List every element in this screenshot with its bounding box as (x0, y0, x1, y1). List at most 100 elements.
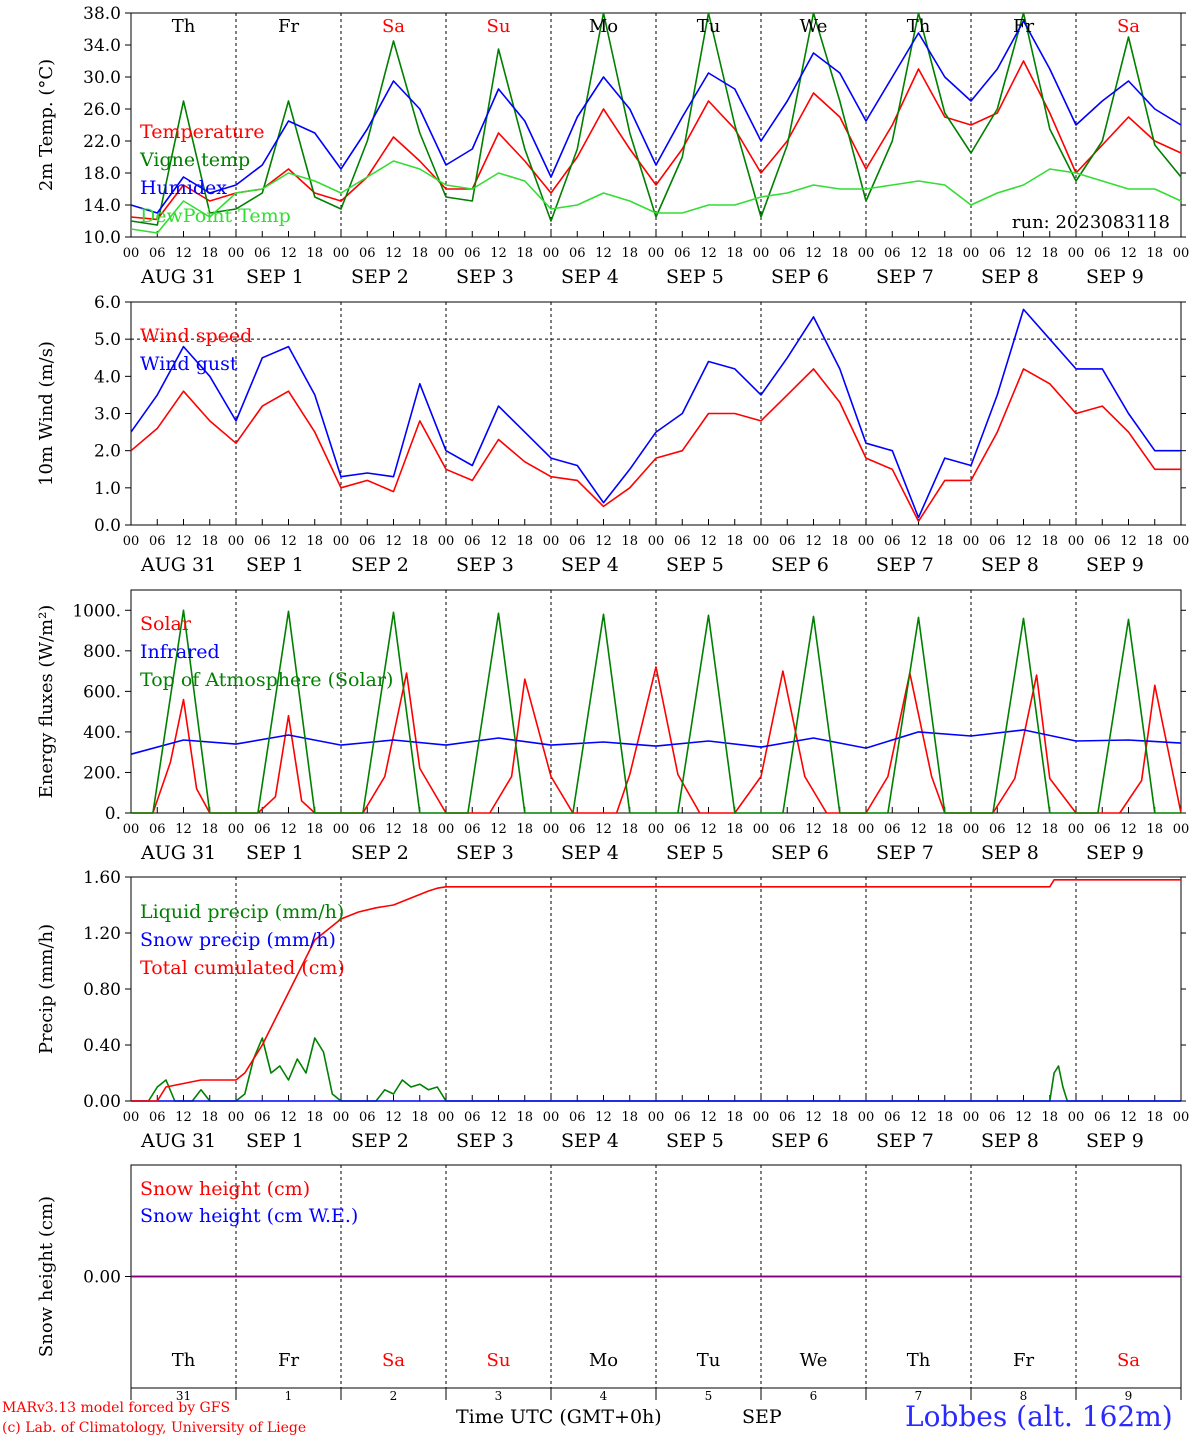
y-tick-label: 3.0 (94, 405, 121, 425)
hour-label: 12 (175, 534, 192, 549)
hour-label: 12 (385, 1110, 402, 1125)
date-label: SEP 2 (351, 554, 409, 576)
weekday-label: Sa (382, 16, 405, 37)
date-label: SEP 4 (561, 842, 619, 864)
weekday-label: Tu (697, 16, 721, 37)
series-line (131, 609, 1181, 814)
hour-label: 12 (1015, 246, 1032, 261)
hour-label: 18 (831, 1110, 848, 1125)
weekday-label: Su (487, 16, 511, 37)
y-tick-label: 200. (83, 763, 121, 783)
hour-label: 12 (280, 1110, 297, 1125)
hour-label: 00 (753, 534, 770, 549)
date-label: AUG 31 (140, 266, 216, 288)
hour-label: 06 (569, 246, 586, 261)
day-number-label: 9 (1125, 1389, 1133, 1403)
hour-label: 00 (1173, 534, 1190, 549)
day-number-label: 6 (810, 1389, 818, 1403)
hour-label: 12 (385, 534, 402, 549)
date-label: SEP 5 (666, 1130, 724, 1152)
hour-label: 00 (228, 1110, 245, 1125)
hour-label: 00 (333, 1110, 350, 1125)
hour-label: 18 (1146, 246, 1163, 261)
legend-entry: Solar (140, 613, 192, 635)
day-number-label: 2 (390, 1389, 398, 1403)
legend-entry: Wind speed (140, 325, 252, 347)
hour-label: 06 (464, 534, 481, 549)
hour-label: 06 (1094, 246, 1111, 261)
plot-frame (130, 301, 1182, 526)
hour-label: 06 (359, 1110, 376, 1125)
date-label: SEP 2 (351, 1130, 409, 1152)
day-number-label: 8 (1020, 1389, 1028, 1403)
hour-label: 18 (936, 246, 953, 261)
hour-label: 12 (175, 246, 192, 261)
hour-label: 06 (149, 1110, 166, 1125)
hour-label: 18 (306, 246, 323, 261)
date-label: SEP 1 (246, 554, 304, 576)
weekday-label: Sa (382, 1350, 405, 1371)
y-tick-label: 6.0 (94, 293, 121, 313)
date-label: SEP 4 (561, 554, 619, 576)
date-label: SEP 5 (666, 266, 724, 288)
y-tick-label: 0.0 (94, 516, 121, 536)
hour-label: 00 (648, 246, 665, 261)
hour-label: 06 (464, 822, 481, 837)
hour-label: 00 (438, 534, 455, 549)
weekday-label: We (800, 16, 828, 37)
hour-label: 00 (333, 246, 350, 261)
hour-label: 00 (543, 246, 560, 261)
day-number-label: 1 (285, 1389, 293, 1403)
hour-label: 18 (411, 246, 428, 261)
date-label: SEP 3 (456, 1130, 514, 1152)
date-label: SEP 7 (876, 266, 934, 288)
hour-label: 00 (438, 246, 455, 261)
weekday-label: Th (172, 16, 196, 37)
series-line (130, 60, 1182, 221)
y-tick-label: 0.00 (83, 1092, 121, 1112)
hour-label: 18 (621, 534, 638, 549)
hour-label: 00 (1173, 1110, 1190, 1125)
weekday-label: Fr (278, 1350, 299, 1371)
hour-label: 06 (779, 822, 796, 837)
hour-label: 12 (1120, 246, 1137, 261)
hour-label: 00 (1173, 822, 1190, 837)
hour-label: 00 (1068, 822, 1085, 837)
y-tick-label: 0.00 (83, 1268, 121, 1288)
hour-label: 18 (411, 534, 428, 549)
hour-label: 18 (726, 246, 743, 261)
hour-label: 06 (884, 246, 901, 261)
legend-entry: Snow precip (mm/h) (140, 929, 336, 951)
hour-label: 00 (648, 822, 665, 837)
hour-label: 18 (936, 1110, 953, 1125)
hour-label: 18 (936, 534, 953, 549)
hour-label: 06 (779, 1110, 796, 1125)
hour-label: 06 (884, 534, 901, 549)
hour-label: 18 (516, 1110, 533, 1125)
hour-label: 06 (149, 534, 166, 549)
date-label: SEP 7 (876, 554, 934, 576)
series-line (130, 160, 1182, 234)
hour-label: 12 (490, 246, 507, 261)
hour-label: 00 (1173, 246, 1190, 261)
y-tick-label: 30.0 (83, 68, 121, 88)
hour-label: 12 (280, 534, 297, 549)
date-label: SEP 7 (876, 1130, 934, 1152)
weekday-label: Tu (697, 1350, 721, 1371)
legend-entry: Snow height (cm) (140, 1178, 310, 1200)
hour-label: 00 (858, 1110, 875, 1125)
hour-label: 06 (884, 1110, 901, 1125)
day-number-label: 5 (705, 1389, 713, 1403)
hour-label: 00 (648, 1110, 665, 1125)
hour-label: 00 (543, 534, 560, 549)
date-label: SEP 3 (456, 842, 514, 864)
hour-label: 12 (595, 534, 612, 549)
series-line (131, 878, 1181, 1102)
hour-label: 06 (989, 822, 1006, 837)
hour-label: 12 (490, 822, 507, 837)
y-tick-label: 0.40 (83, 1036, 121, 1056)
hour-label: 12 (700, 534, 717, 549)
y-tick-label: 5.0 (94, 330, 121, 350)
y-axis-title: Energy fluxes (W/m²) (36, 605, 57, 799)
hour-label: 06 (779, 246, 796, 261)
